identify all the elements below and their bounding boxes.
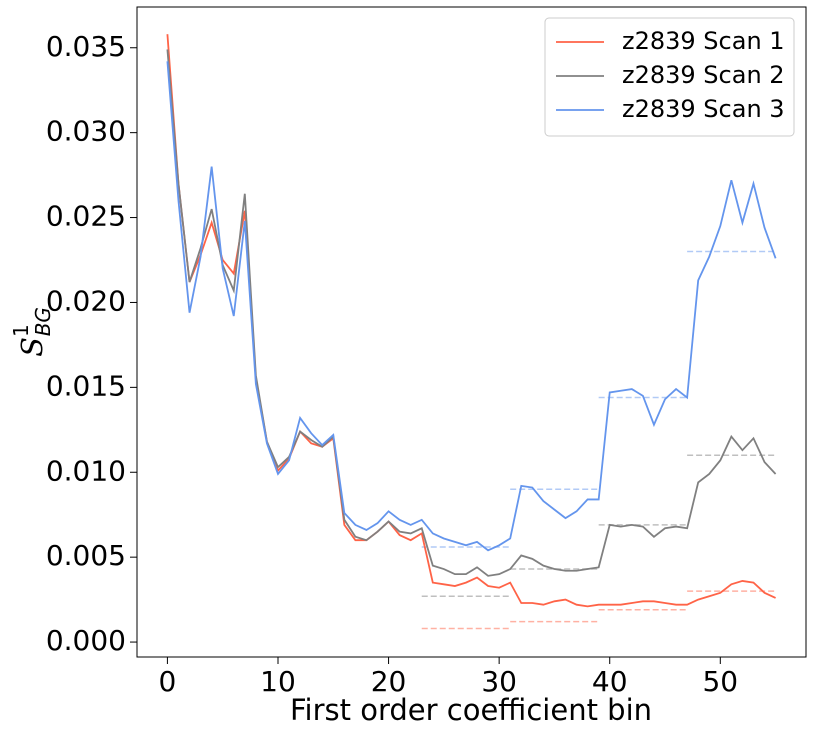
y-axis-label: S1BG — [9, 307, 55, 357]
y-label-base: S — [15, 337, 49, 357]
legend-label: z2839 Scan 3 — [622, 95, 785, 123]
y-tick-label: 0.025 — [46, 200, 126, 233]
x-axis-label: First order coefficient bin — [290, 693, 652, 727]
y-tick-label: 0.010 — [46, 454, 126, 487]
y-label-sub: BG — [31, 307, 55, 336]
y-tick-label: 0.000 — [46, 624, 126, 657]
y-tick-label: 0.005 — [46, 539, 126, 572]
x-tick-label: 10 — [260, 665, 296, 698]
x-tick-label: 0 — [158, 665, 176, 698]
y-tick-label: 0.015 — [46, 369, 126, 402]
x-tick-label: 30 — [481, 665, 517, 698]
legend-label: z2839 Scan 1 — [622, 27, 785, 55]
y-label-sup: 1 — [9, 324, 33, 337]
y-tick-label: 0.030 — [46, 115, 126, 148]
axes-frame — [136, 6, 807, 658]
x-tick-label: 20 — [371, 665, 407, 698]
y-tick-label: 0.035 — [46, 30, 126, 63]
legend-box — [544, 17, 795, 137]
x-tick-label: 40 — [592, 665, 628, 698]
legend-label: z2839 Scan 2 — [622, 61, 785, 89]
y-tick-label: 0.020 — [46, 284, 126, 317]
series-line — [166, 61, 777, 552]
x-tick-label: 50 — [702, 665, 738, 698]
